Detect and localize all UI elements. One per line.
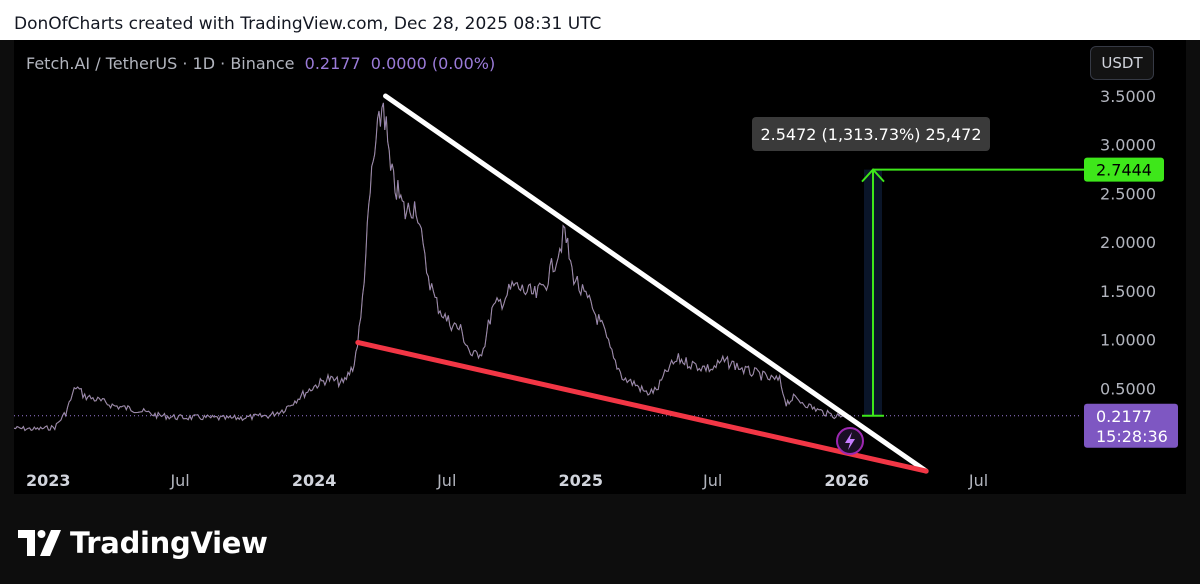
target-price-label: 2.7444 [1096, 161, 1152, 180]
price-chart[interactable]: 0.5000 1.0000 1.5000 2.0000 2.5000 3.0000 3.50… [14, 40, 1186, 494]
projection-label-bg [752, 117, 990, 151]
upper-trendline [383, 93, 929, 474]
y-tick-label: 2.5000 [1100, 184, 1156, 203]
footer [0, 494, 1200, 584]
price-change: 0.0000 [370, 54, 427, 73]
tradingview-wordmark: TradingView [70, 526, 268, 560]
y-tick-label: 2.0000 [1100, 233, 1156, 252]
y-tick-label: 1.0000 [1100, 331, 1156, 350]
x-tick-label: 2025 [559, 471, 604, 490]
x-tick-label: Jul [169, 471, 189, 490]
lightning-event-icon [836, 427, 864, 455]
x-tick-label: Jul [968, 471, 988, 490]
price-change-percent: (0.00%) [431, 54, 496, 73]
y-tick-label: 1.5000 [1100, 282, 1156, 301]
symbol-name: Fetch.AI / TetherUS · 1D · Binance [26, 54, 295, 73]
attribution-text: DonOfCharts created with TradingView.com… [14, 14, 602, 34]
current-price-label: 0.2177 [1096, 407, 1152, 426]
attribution-bar: DonOfCharts created with TradingView.com… [0, 0, 1200, 40]
last-price: 0.2177 [304, 54, 361, 73]
price-line-wicks [14, 102, 844, 432]
bar-countdown-label: 15:28:36 [1096, 427, 1168, 446]
x-tick-label: 2026 [824, 471, 869, 490]
lower-trendline [355, 339, 929, 474]
currency-button[interactable]: USDT [1090, 46, 1154, 80]
y-tick-label: 3.5000 [1100, 87, 1156, 106]
y-tick-label: 3.0000 [1100, 136, 1156, 155]
projection-label: 2.5472 (1,313.73%) 25,472 [760, 125, 981, 144]
tradingview-logo-icon [18, 530, 61, 556]
x-tick-label: 2024 [292, 471, 337, 490]
chart-panel[interactable]: 0.5000 1.0000 1.5000 2.0000 2.5000 3.0000 3.50… [14, 40, 1186, 494]
x-tick-label: Jul [702, 471, 722, 490]
x-tick-label: Jul [436, 471, 456, 490]
x-tick-label: 2023 [26, 471, 71, 490]
tradingview-logo[interactable]: TradingView [18, 526, 268, 560]
price-line [14, 102, 844, 432]
current-price-tag [1084, 403, 1178, 448]
target-price-tag [1084, 157, 1164, 182]
symbol-legend: Fetch.AI / TetherUS · 1D · Binance 0.217… [26, 54, 495, 73]
y-tick-label: 0.5000 [1100, 379, 1156, 398]
